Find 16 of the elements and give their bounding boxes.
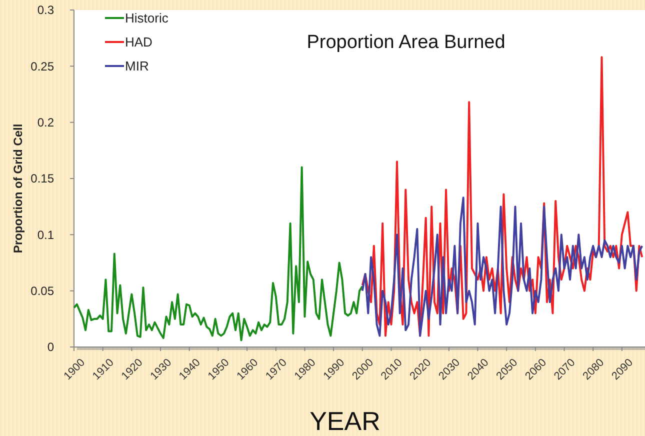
y-tick-label: 0.05 <box>30 284 54 298</box>
line-series <box>361 196 644 337</box>
legend-label: MIR <box>125 58 149 74</box>
y-tick-label: 0.25 <box>30 59 54 74</box>
y-tick-label: 0.2 <box>37 116 54 130</box>
y-tick-label: 0.3 <box>37 3 54 18</box>
legend-label: HAD <box>125 34 152 50</box>
legend-label: Historic <box>125 10 169 26</box>
text: Proportion Area Burned <box>306 32 506 53</box>
x-axis-title: YEAR <box>310 406 380 436</box>
y-tick-label: 0 <box>47 340 54 354</box>
line-series <box>361 56 644 337</box>
y-tick-label: 0.15 <box>30 172 54 186</box>
y-axis-title: Proportion of Grid Cell <box>11 124 25 254</box>
y-tick-label: 0.1 <box>37 228 54 242</box>
line-series <box>73 166 364 342</box>
